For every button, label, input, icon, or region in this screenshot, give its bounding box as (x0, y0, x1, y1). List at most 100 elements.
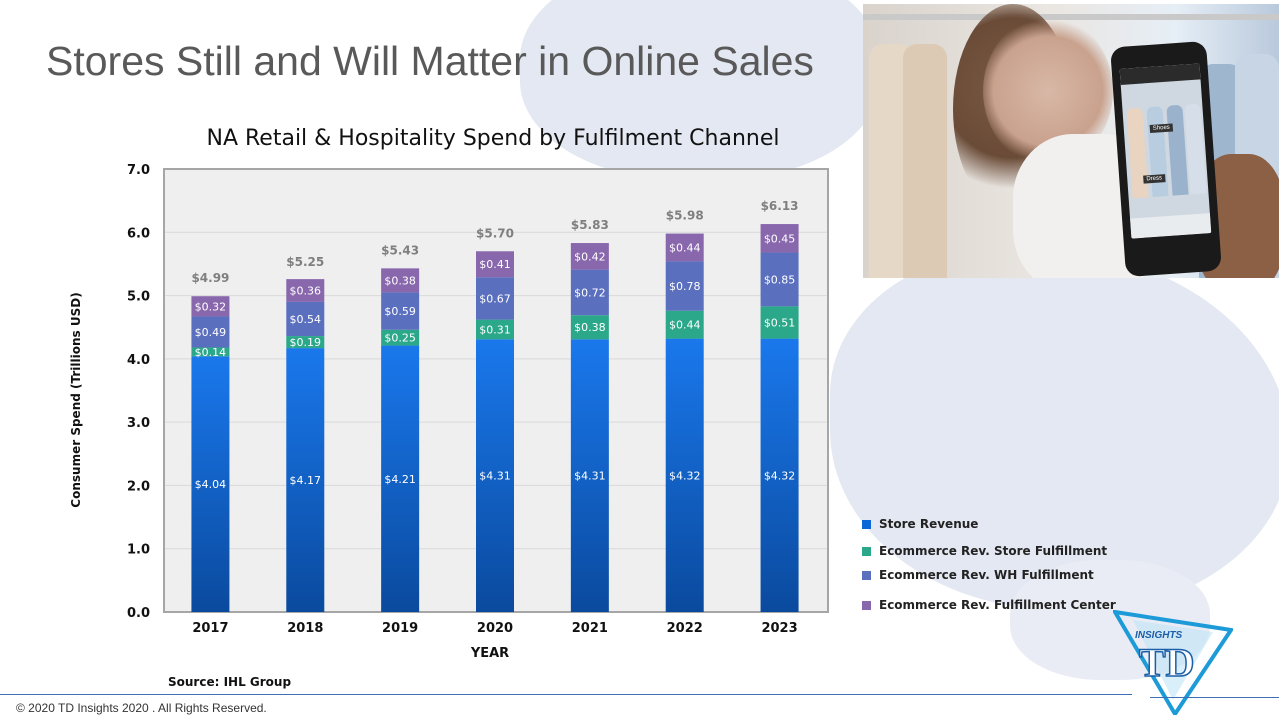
bar-segment (191, 347, 230, 357)
bar-segment (570, 269, 609, 316)
legend-label: Ecommerce Rev. Store Fulfillment (879, 544, 1108, 558)
bar-segment (476, 277, 514, 320)
bar-segment (476, 319, 514, 340)
bar-total-label: $5.70 (476, 226, 514, 240)
x-tick-label: 2017 (192, 621, 228, 636)
shopping-photo: Shoes Dress (863, 4, 1279, 278)
legend-item-fulfillment-center: Ecommerce Rev. Fulfillment Center (862, 598, 1116, 612)
source-note: Source: IHL Group (168, 675, 292, 689)
bar-value-label: $0.72 (574, 286, 606, 299)
bar-value-label: $0.19 (290, 336, 322, 349)
legend-swatch (862, 547, 871, 556)
footer-divider (0, 694, 1132, 695)
bar-segment (286, 279, 325, 302)
bar-value-label: $4.17 (290, 474, 322, 487)
clothes-rail (863, 14, 1279, 20)
bar-value-label: $0.32 (195, 300, 227, 313)
bar-segment (760, 306, 799, 339)
bar-segment (476, 339, 514, 612)
footer-divider-right (1150, 697, 1279, 698)
bar-segment (665, 233, 704, 262)
bar-segment (286, 301, 325, 337)
bar-segment (570, 243, 609, 270)
hanging-clothes (903, 44, 947, 278)
y-tick-label: 2.0 (127, 479, 150, 494)
bar-total-label: $4.99 (191, 271, 229, 285)
bar-segment (286, 348, 325, 612)
bar-value-label: $0.51 (764, 316, 796, 329)
bar-total-label: $5.43 (381, 243, 419, 257)
bar-segment (476, 251, 514, 278)
logo-text-td: TD (1139, 640, 1195, 685)
bar-segment (381, 329, 420, 346)
bar-total-label: $5.98 (666, 209, 704, 223)
bar-segment (760, 252, 799, 307)
chart-title: NA Retail & Hospitality Spend by Fulfilm… (207, 126, 780, 151)
legend-label: Store Revenue (879, 517, 979, 531)
x-tick-label: 2021 (572, 621, 608, 636)
y-axis-label: Consumer Spend (Trillions USD) (69, 292, 83, 507)
y-tick-label: 6.0 (127, 226, 150, 241)
bar-value-label: $0.67 (479, 292, 511, 305)
bar-segment (286, 336, 325, 349)
bar-value-label: $0.41 (479, 258, 511, 271)
bar-value-label: $4.21 (384, 473, 416, 486)
bar-segment (665, 310, 704, 339)
bar-segment (381, 345, 420, 612)
bar-value-label: $0.59 (384, 305, 416, 318)
x-tick-label: 2019 (382, 621, 418, 636)
bar-segment (191, 316, 230, 348)
x-axis-ticks: 2017 2018 2019 2020 2021 2022 2023 (192, 621, 797, 636)
legend-swatch (862, 571, 871, 580)
bar-segment (381, 292, 420, 330)
bar-value-label: $0.36 (290, 285, 322, 298)
bar-value-label: $0.45 (764, 232, 796, 245)
bar-value-label: $0.42 (574, 250, 606, 263)
bar-value-label: $0.38 (384, 274, 416, 287)
copyright-text: © 2020 TD Insights 2020 . All Rights Res… (16, 701, 267, 715)
y-tick-label: 5.0 (127, 290, 150, 305)
bar-value-label: $0.54 (290, 313, 322, 326)
bar-value-label: $4.32 (669, 469, 701, 482)
y-tick-label: 3.0 (127, 416, 150, 431)
legend-label: Ecommerce Rev. WH Fulfillment (879, 568, 1094, 582)
y-axis-ticks: 0.0 1.0 2.0 3.0 4.0 5.0 6.0 7.0 (127, 163, 150, 621)
bar-segment (665, 338, 704, 612)
bar-segment (760, 338, 799, 612)
y-tick-label: 4.0 (127, 353, 150, 368)
bar-value-label: $0.14 (195, 346, 227, 359)
legend-label: Ecommerce Rev. Fulfillment Center (879, 598, 1116, 612)
bar-total-label: $6.13 (761, 199, 799, 213)
y-tick-label: 1.0 (127, 543, 150, 558)
bar-value-label: $0.49 (195, 326, 227, 339)
legend-swatch (862, 520, 871, 529)
bar-value-label: $4.31 (479, 470, 511, 483)
legend-swatch (862, 601, 871, 610)
x-axis-label: YEAR (470, 646, 509, 661)
x-tick-label: 2022 (667, 621, 703, 636)
map-background-north-america (830, 250, 1279, 610)
bar-value-label: $0.31 (479, 323, 511, 336)
bar-segment (570, 339, 609, 612)
bar-segment (570, 315, 609, 340)
map-background (520, 0, 880, 180)
td-insights-logo: INSIGHTS TD (1113, 610, 1233, 715)
bar-value-label: $4.32 (764, 469, 796, 482)
bar-segment (191, 356, 230, 612)
bar-value-label: $0.44 (669, 319, 701, 332)
bar-value-label: $0.85 (764, 273, 796, 286)
bar-total-label: $5.83 (571, 218, 609, 232)
bar-segment (191, 296, 230, 317)
y-tick-label: 0.0 (127, 606, 150, 621)
slide-title: Stores Still and Will Matter in Online S… (46, 38, 814, 84)
bar-value-label: $0.25 (384, 332, 416, 345)
y-tick-label: 7.0 (127, 163, 150, 178)
bar-total-label: $5.25 (286, 255, 324, 269)
bar-segment (381, 268, 420, 293)
bar-segment (760, 224, 799, 253)
legend-item-store-revenue: Store Revenue (862, 517, 978, 531)
x-tick-label: 2020 (477, 621, 513, 636)
x-tick-label: 2018 (287, 621, 323, 636)
